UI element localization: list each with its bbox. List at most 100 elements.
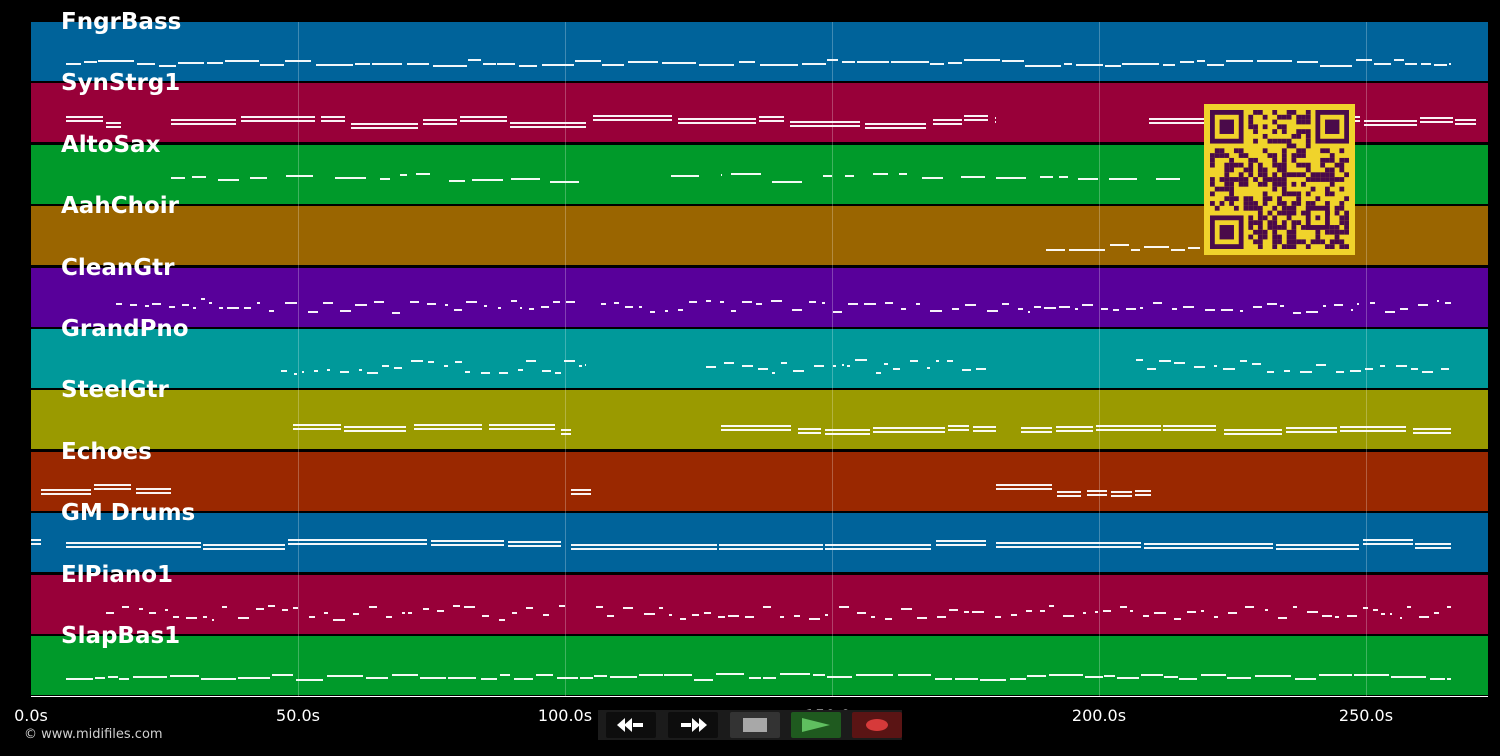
time-gridline: [298, 22, 299, 697]
track-lane[interactable]: [31, 575, 1488, 634]
midi-note: [965, 304, 977, 306]
midi-note: [308, 311, 319, 313]
midi-note: [108, 676, 118, 678]
midi-note: [218, 179, 239, 181]
track-lane[interactable]: [31, 268, 1488, 327]
midi-note: [1049, 674, 1083, 676]
midi-note: [66, 120, 103, 122]
midi-note: [413, 424, 483, 426]
midi-note: [1429, 678, 1446, 680]
midi-note: [436, 610, 444, 612]
midi-note: [826, 59, 838, 61]
midi-note: [472, 179, 503, 181]
track-lane[interactable]: [31, 22, 1488, 81]
track-lane[interactable]: [31, 636, 1488, 695]
midi-note: [891, 61, 929, 63]
midi-note: [780, 362, 788, 364]
midi-note: [628, 61, 659, 63]
midi-note: [715, 673, 745, 675]
track-lane[interactable]: [31, 390, 1488, 449]
midi-note: [1356, 59, 1373, 61]
midi-note: [745, 616, 755, 618]
record-button[interactable]: [852, 712, 902, 738]
midi-note: [986, 310, 998, 312]
midi-note: [1144, 547, 1273, 549]
midi-note: [723, 362, 735, 364]
midi-note: [552, 301, 561, 303]
midi-note: [443, 365, 448, 367]
midi-note: [340, 371, 349, 373]
midi-note: [508, 541, 561, 543]
midi-note: [571, 493, 591, 495]
midi-note: [1307, 611, 1319, 613]
midi-note: [1266, 303, 1277, 305]
midi-note: [243, 307, 252, 309]
midi-note: [623, 607, 633, 609]
track-lane[interactable]: [31, 452, 1488, 511]
midi-note: [1223, 368, 1235, 370]
time-tick-label: 200.0s: [1071, 706, 1127, 725]
track-lane[interactable]: [31, 329, 1488, 388]
midi-note: [1159, 360, 1172, 362]
midi-note: [1027, 311, 1031, 313]
midi-note: [368, 606, 378, 608]
midi-note: [947, 429, 970, 431]
midi-note: [935, 544, 986, 546]
midi-note: [1207, 64, 1224, 66]
stop-button[interactable]: [730, 712, 780, 738]
midi-note: [808, 301, 816, 303]
midi-note: [225, 60, 259, 62]
midi-note: [211, 619, 214, 621]
midi-note: [497, 63, 516, 65]
midi-note: [1010, 678, 1026, 680]
midi-note: [423, 123, 458, 125]
midi-note: [1058, 306, 1071, 308]
midi-note: [995, 177, 1027, 179]
midi-note: [972, 611, 985, 613]
play-button[interactable]: [791, 712, 841, 738]
midi-note: [354, 63, 371, 65]
midi-note: [202, 616, 207, 618]
midi-note: [1410, 368, 1418, 370]
midi-note: [138, 608, 143, 610]
midi-note: [1171, 249, 1186, 251]
midi-note: [350, 123, 418, 125]
rewind-button[interactable]: [606, 712, 656, 738]
midi-note: [964, 119, 989, 121]
midi-note: [1214, 365, 1217, 367]
midi-note: [571, 548, 718, 550]
fast-forward-button[interactable]: [668, 712, 718, 738]
midi-note: [706, 300, 712, 302]
midi-note: [794, 615, 801, 617]
midi-note: [323, 302, 333, 304]
midi-note: [371, 63, 403, 65]
midi-note: [610, 676, 637, 678]
midi-note: [801, 63, 826, 65]
stop-icon: [743, 718, 767, 732]
midi-note: [677, 118, 757, 120]
midi-note: [1135, 490, 1151, 492]
midi-note: [1447, 678, 1451, 680]
midi-note: [66, 116, 103, 118]
midi-note: [240, 120, 316, 122]
midi-note: [432, 65, 467, 67]
midi-note: [937, 616, 947, 618]
midi-note: [934, 678, 953, 680]
midi-note: [1413, 428, 1451, 430]
midi-note: [1187, 611, 1197, 613]
midi-note: [1296, 61, 1318, 63]
midi-note: [1214, 616, 1218, 618]
midi-note: [1027, 675, 1047, 677]
midi-note: [1370, 302, 1376, 304]
midi-note: [499, 619, 505, 621]
midi-note: [979, 679, 1007, 681]
track-lane[interactable]: [31, 513, 1488, 572]
midi-note: [1228, 612, 1238, 614]
midi-note: [1363, 539, 1414, 541]
midi-note: [1062, 615, 1075, 617]
midi-note: [121, 606, 129, 608]
midi-note: [949, 609, 959, 611]
midi-note: [321, 116, 346, 118]
midi-note: [1223, 429, 1282, 431]
midi-note: [95, 677, 105, 679]
